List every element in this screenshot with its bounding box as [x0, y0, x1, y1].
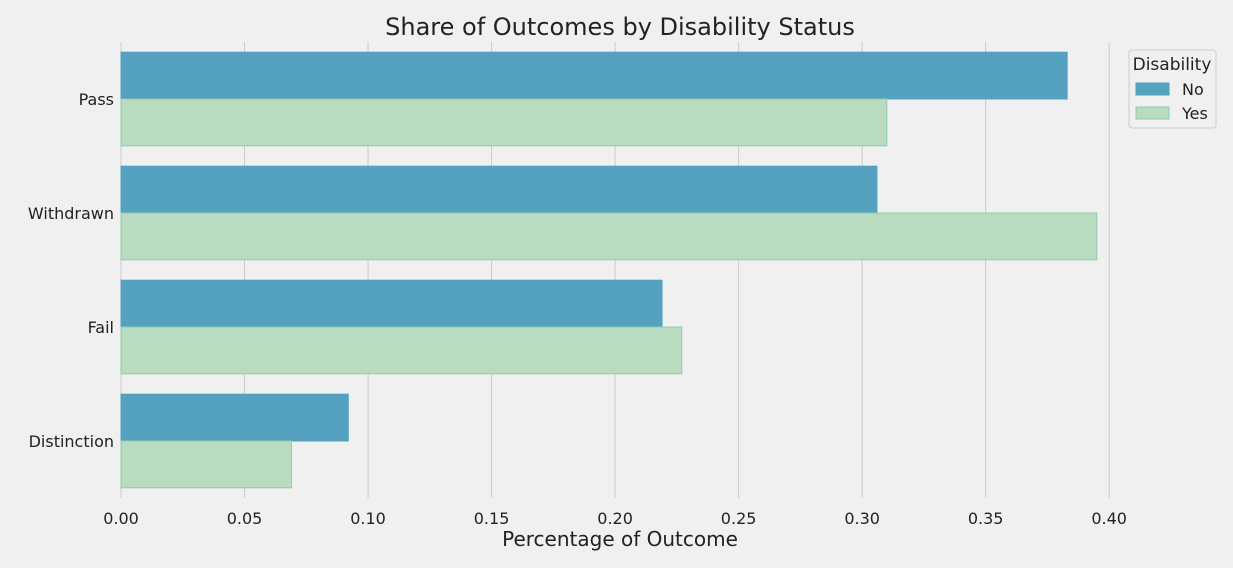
y-tick-label: Withdrawn — [28, 204, 114, 223]
y-tick-label: Distinction — [29, 432, 114, 451]
chart-title: Share of Outcomes by Disability Status — [385, 13, 855, 41]
legend-label: Yes — [1181, 104, 1208, 123]
x-tick-label: 0.15 — [474, 509, 510, 528]
legend-swatch — [1135, 106, 1170, 120]
bar-fail-yes — [120, 326, 683, 375]
x-tick-label: 0.40 — [1091, 509, 1127, 528]
bar-withdrawn-no — [120, 165, 878, 214]
bar-distinction-yes — [120, 440, 292, 489]
x-tick-label: 0.30 — [844, 509, 880, 528]
bar-group — [120, 51, 1098, 489]
x-tick-label: 0.20 — [597, 509, 633, 528]
legend-title: Disability — [1133, 55, 1212, 75]
y-tick-labels: Pass Withdrawn Fail Distinction — [28, 90, 114, 451]
x-tick-label: 0.35 — [968, 509, 1004, 528]
bar-fail-no — [120, 279, 663, 328]
x-tick-labels: 0.00 0.05 0.10 0.15 0.20 0.25 0.30 0.35 0.40 — [103, 509, 1127, 528]
x-axis-label: Percentage of Outcome — [502, 527, 738, 551]
legend-label: No — [1182, 80, 1204, 99]
bar-distinction-no — [120, 393, 349, 442]
legend-items: No Yes — [1135, 80, 1208, 123]
legend: Disability No Yes — [1128, 49, 1217, 129]
legend-swatch — [1135, 82, 1170, 96]
bar-pass-yes — [120, 98, 888, 147]
y-tick-label: Fail — [88, 318, 114, 337]
x-tick-label: 0.05 — [227, 509, 263, 528]
bar-pass-no — [120, 51, 1068, 100]
bar-withdrawn-yes — [120, 212, 1098, 261]
y-tick-label: Pass — [79, 90, 114, 109]
x-tick-label: 0.25 — [721, 509, 757, 528]
x-tick-label: 0.00 — [103, 509, 139, 528]
x-tick-label: 0.10 — [350, 509, 386, 528]
